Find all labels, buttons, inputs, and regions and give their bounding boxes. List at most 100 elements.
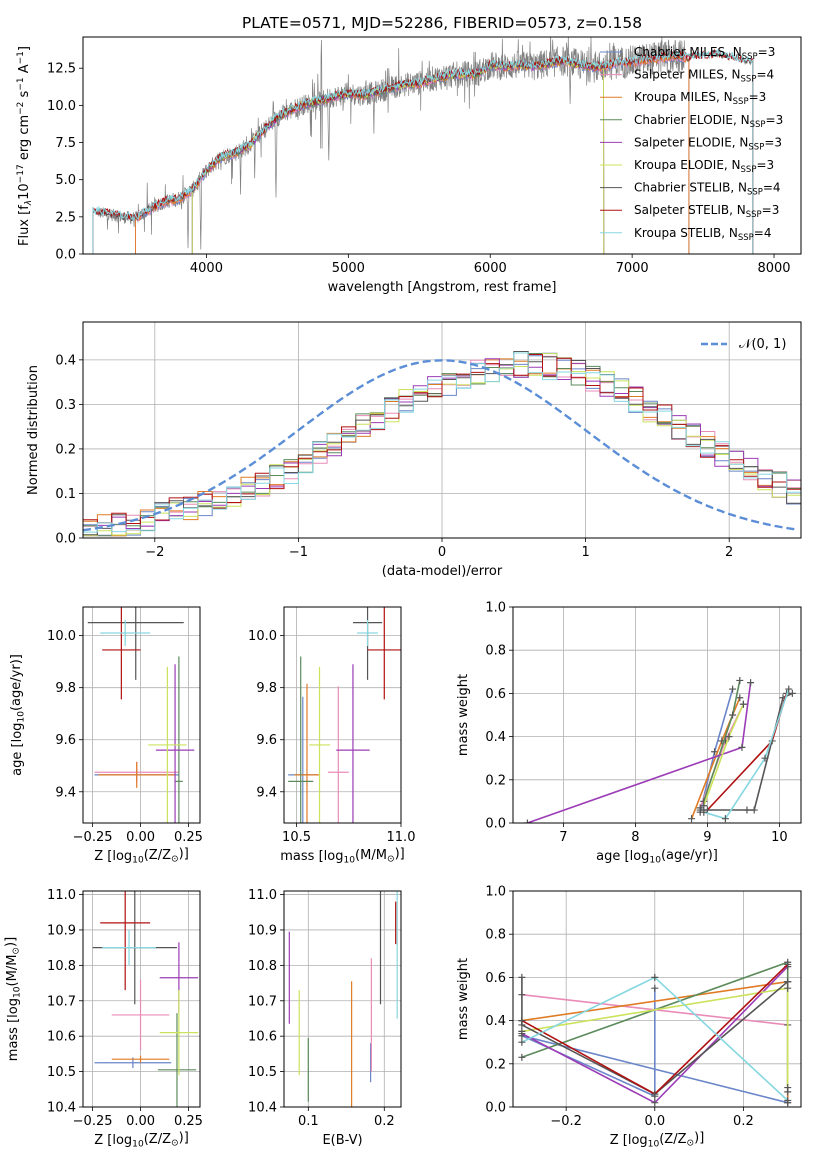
- y-tick-label: 0.1: [55, 487, 76, 502]
- y-tick-label: 1.0: [485, 885, 506, 900]
- x-tick-label: 2: [725, 545, 733, 560]
- x-tick-label: 8000: [757, 261, 790, 276]
- x-axis-label: Z [log10​(Z/Z⊙​)]: [94, 1131, 189, 1150]
- y-tick-label: 9.8: [55, 681, 76, 696]
- axes-frame: [512, 890, 802, 1108]
- errorbar-point: [100, 891, 151, 991]
- y-tick-label: 10.4: [248, 1101, 277, 1116]
- x-axis-label: Z [log10​(Z/Z⊙​)]: [94, 847, 189, 866]
- weight-marker: [518, 973, 526, 981]
- weight-line-chabrier-stelib: [521, 977, 789, 1095]
- plot-area: [83, 351, 801, 538]
- panel-weight_vs_age: 7 8 9 10 0.0 0.2 0.4 0.6 0.8 1.0 age [log10​(age/y…: [456, 601, 802, 866]
- y-tick-label: 1.0: [485, 601, 506, 616]
- histogram-salpeter-elodie: [83, 358, 801, 538]
- y-tick-label: 0.0: [485, 817, 506, 832]
- y-tick-label: 0.2: [55, 442, 76, 457]
- plot-area: [92, 37, 754, 254]
- legend-label: Salpeter MILES, NSSP=4: [634, 68, 774, 85]
- errorbar-point: [159, 990, 199, 1076]
- x-tick-label: 0.2: [374, 1114, 395, 1129]
- histogram-chabrier-elodie: [83, 353, 801, 538]
- axes-frame: [512, 606, 802, 824]
- weight-marker: [784, 1084, 792, 1092]
- errorbar-point: [175, 656, 183, 823]
- errorbar-point: [98, 761, 176, 788]
- y-tick-label: 9.6: [55, 733, 76, 748]
- legend-label: 𝒩(0, 1): [739, 337, 786, 352]
- x-tick-label: 9: [703, 830, 711, 845]
- histogram-kroupa-elodie: [83, 353, 801, 538]
- weight-marker: [784, 978, 792, 986]
- histogram-kroupa-miles: [83, 358, 801, 538]
- y-tick-label: 10.0: [248, 629, 277, 644]
- y-tick-label: 0.2: [485, 773, 506, 788]
- axes-frame: [82, 890, 201, 1108]
- x-tick-label: −0.2: [550, 1114, 582, 1129]
- x-tick-label: 6000: [474, 261, 507, 276]
- weight-marker: [651, 1099, 659, 1107]
- x-tick-label: 4000: [190, 261, 223, 276]
- y-tick-label: 10.8: [248, 959, 277, 974]
- y-tick-label: 0.6: [485, 971, 506, 986]
- x-tick-label: 7: [559, 830, 567, 845]
- y-tick-label: 5.0: [55, 173, 76, 188]
- y-tick-label: 10.9: [47, 923, 76, 938]
- y-tick-label: 11.0: [47, 888, 76, 903]
- gaussian-curve: [83, 359, 799, 532]
- y-tick-label: 0.0: [55, 248, 76, 263]
- weight-marker: [518, 1053, 526, 1061]
- errorbar-point: [100, 620, 151, 647]
- weight-marker: [725, 733, 733, 741]
- errorbar-point: [327, 686, 349, 823]
- errorbar-point: [102, 929, 156, 966]
- errorbar-point: [157, 1013, 197, 1107]
- y-tick-label: 10.0: [47, 629, 76, 644]
- errorbar-point: [357, 620, 379, 647]
- x-tick-label: 0.0: [644, 1114, 665, 1129]
- histogram-chabrier-miles: [83, 352, 801, 538]
- y-tick-label: 10.6: [248, 1030, 277, 1045]
- weight-marker: [736, 694, 744, 702]
- weight-marker: [651, 1090, 659, 1098]
- weight-marker: [651, 973, 659, 981]
- weight-line-chabrier-miles: [521, 988, 788, 1104]
- errorbar-point: [148, 666, 187, 823]
- errorbar-point: [367, 607, 401, 700]
- panel-residuals: −2 −1 0 1 2 0.0 0.1 0.2 0.3 0.4 (data-model)/error…: [26, 321, 802, 579]
- y-tick-label: 0.4: [55, 353, 76, 368]
- y-tick-label: 9.6: [256, 733, 277, 748]
- legend-label: Kroupa ELODIE, NSSP=3: [634, 158, 774, 175]
- y-tick-label: 2.5: [55, 210, 76, 225]
- y-tick-label: 0.3: [55, 398, 76, 413]
- plot-area: [523, 676, 796, 823]
- y-tick-label: 0.4: [485, 1014, 506, 1029]
- y-tick-label: 11.0: [248, 888, 277, 903]
- x-axis-label: mass [log10​(M/M⊙​)]: [280, 847, 404, 866]
- errorbar-point: [102, 607, 141, 700]
- legend-label: Salpeter STELIB, NSSP=3: [634, 203, 779, 220]
- y-axis-label: Flux [fλ10−17 erg cm−2 s−1 A−1]: [16, 46, 34, 246]
- errorbar-point: [336, 664, 370, 823]
- weight-marker: [518, 1017, 526, 1025]
- x-tick-label: 11.0: [387, 830, 416, 845]
- legend: Chabrier MILES, NSSP=3 Salpeter MILES, NS…: [600, 45, 783, 243]
- x-tick-label: 8: [631, 830, 639, 845]
- y-axis-label: Normed distribution: [26, 365, 41, 495]
- panel-age_vs_Z: −0.25 0.00 0.25 9.4 9.6 9.8 10.0 Z [log10​(Z/Z⊙…: [9, 606, 203, 866]
- x-tick-label: 0.1: [298, 1114, 319, 1129]
- y-tick-label: 9.4: [256, 785, 277, 800]
- y-tick-label: 10.6: [47, 1030, 76, 1045]
- y-tick-label: 9.8: [256, 681, 277, 696]
- y-tick-label: 0.8: [485, 928, 506, 943]
- weight-marker: [518, 1038, 526, 1046]
- plot-area: [288, 607, 401, 823]
- y-tick-label: 0.6: [485, 687, 506, 702]
- errorbar-point: [155, 664, 195, 823]
- y-tick-label: 0.4: [485, 730, 506, 745]
- histogram-salpeter-stelib: [83, 354, 801, 538]
- legend-label: Kroupa STELIB, NSSP=4: [634, 226, 772, 243]
- plot-area: [288, 891, 398, 1107]
- weight-marker: [784, 960, 792, 968]
